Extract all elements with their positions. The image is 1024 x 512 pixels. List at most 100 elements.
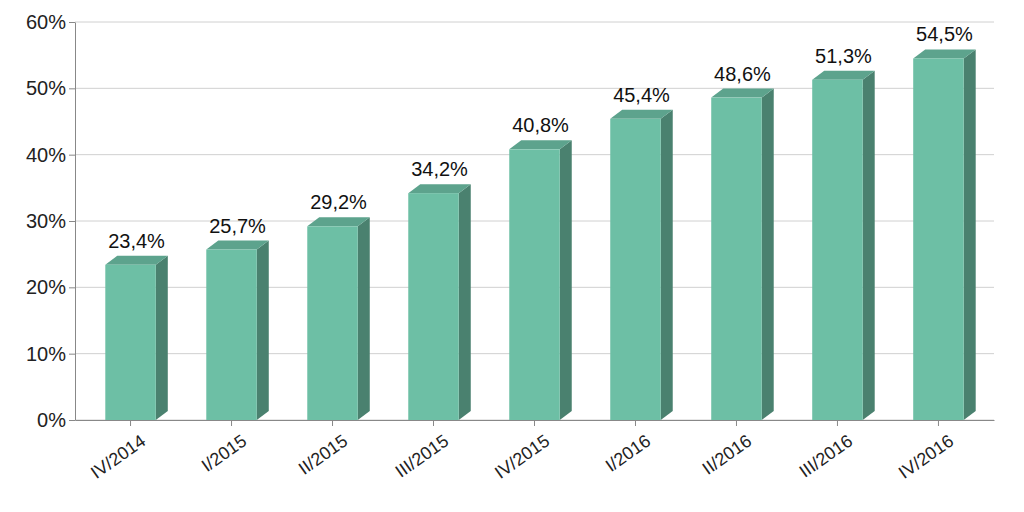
bar-top	[105, 256, 167, 265]
x-tick-label: III/2015	[392, 431, 453, 482]
y-tick-label: 60%	[26, 11, 66, 33]
bar	[610, 119, 660, 420]
bar-side	[964, 49, 976, 420]
data-label: 23,4%	[108, 230, 165, 252]
x-tick: III/2015	[392, 420, 453, 482]
bar-side	[358, 217, 370, 420]
y-tick: 50%	[26, 77, 75, 99]
data-label: 51,3%	[815, 45, 872, 67]
x-tick-mark	[736, 420, 737, 426]
bar-group	[206, 241, 268, 420]
bar-top	[812, 71, 874, 80]
y-tick: 60%	[26, 11, 75, 33]
bar	[307, 226, 357, 420]
bar-side	[560, 140, 572, 420]
bar-side	[863, 71, 875, 420]
x-tick: II/2016	[699, 420, 756, 479]
x-tick-label: IV/2015	[491, 431, 553, 483]
bar	[509, 149, 559, 420]
bar-group	[812, 71, 874, 420]
bar	[711, 98, 761, 420]
x-tick-mark	[332, 420, 333, 426]
y-tick-label: 10%	[26, 343, 66, 365]
x-tick: I/2015	[198, 420, 250, 476]
x-tick: III/2016	[796, 420, 857, 482]
x-tick: IV/2015	[491, 420, 553, 483]
bar-side	[762, 89, 774, 420]
y-tick-mark	[69, 88, 75, 89]
y-tick: 20%	[26, 276, 75, 298]
x-tick-mark	[231, 420, 232, 426]
chart-svg: 0% 10% 20% 30% 40% 50% 60% IV/2014 I/2015 II/2015…	[0, 0, 1024, 512]
x-tick-label: IV/2016	[895, 431, 957, 483]
data-label: 25,7%	[209, 215, 266, 237]
bar-top	[711, 89, 773, 98]
bar-top	[408, 184, 470, 193]
y-tick: 0%	[37, 409, 75, 431]
y-tick-label: 0%	[37, 409, 66, 431]
y-tick-label: 20%	[26, 276, 66, 298]
y-tick-label: 30%	[26, 210, 66, 232]
x-tick-label: III/2016	[796, 431, 857, 482]
bar-side	[156, 256, 168, 420]
y-tick-mark	[69, 155, 75, 156]
bar-group	[408, 184, 470, 420]
y-tick-mark	[69, 221, 75, 222]
x-tick-label: I/2016	[602, 431, 654, 476]
bar	[105, 265, 155, 420]
data-label: 54,5%	[916, 23, 973, 45]
plot: 0% 10% 20% 30% 40% 50% 60% IV/2014 I/2015 II/2015…	[26, 11, 995, 483]
bar-group	[610, 110, 672, 420]
bar-side	[661, 110, 673, 420]
data-labels: 23,4% 25,7% 29,2% 34,2% 40,8% 45,4% 48,6% 51,3%…	[108, 23, 973, 251]
bar-top	[206, 241, 268, 250]
x-tick-mark	[837, 420, 838, 426]
x-tick-mark	[433, 420, 434, 426]
y-tick: 10%	[26, 343, 75, 365]
bar	[913, 58, 963, 420]
bars	[105, 49, 975, 420]
chart-container: 0% 10% 20% 30% 40% 50% 60% IV/2014 I/2015 II/2015…	[0, 0, 1024, 512]
bar-top	[307, 217, 369, 226]
bar-group	[307, 217, 369, 420]
bar-top	[509, 140, 571, 149]
data-label: 40,8%	[512, 114, 569, 136]
data-label: 48,6%	[714, 63, 771, 85]
y-tick-label: 50%	[26, 77, 66, 99]
x-tick-label: I/2015	[198, 431, 250, 476]
x-tick-label: II/2015	[295, 431, 352, 479]
x-tick-label: II/2016	[699, 431, 756, 479]
x-tick: IV/2016	[895, 420, 957, 483]
y-tick-mark	[69, 420, 75, 421]
x-tick-mark	[130, 420, 131, 426]
bar	[408, 193, 458, 420]
bar	[812, 80, 862, 420]
y-tick: 30%	[26, 210, 75, 232]
data-label: 34,2%	[411, 158, 468, 180]
x-tick-mark	[938, 420, 939, 426]
bar-group	[711, 89, 773, 420]
y-tick-mark	[69, 22, 75, 23]
bar-group	[913, 49, 975, 420]
y-tick-mark	[69, 287, 75, 288]
y-axis-line	[75, 23, 76, 421]
data-label: 29,2%	[310, 191, 367, 213]
x-tick: I/2016	[602, 420, 654, 476]
bar-group	[509, 140, 571, 420]
bar-group	[105, 256, 167, 420]
bar-side	[459, 184, 471, 420]
y-tick-label: 40%	[26, 144, 66, 166]
data-label: 45,4%	[613, 84, 670, 106]
x-tick-mark	[635, 420, 636, 426]
x-tick: IV/2014	[87, 420, 149, 483]
x-tick-label: IV/2014	[87, 431, 149, 483]
y-tick-mark	[69, 354, 75, 355]
grid	[75, 22, 994, 420]
y-axis: 0% 10% 20% 30% 40% 50% 60%	[26, 11, 76, 431]
x-axis: IV/2014 I/2015 II/2015 III/2015 IV/2015 I/201…	[76, 420, 995, 483]
x-tick-mark	[534, 420, 535, 426]
y-tick: 40%	[26, 144, 75, 166]
grid-line	[75, 22, 994, 23]
bar-top	[913, 49, 975, 58]
x-tick: II/2015	[295, 420, 352, 479]
